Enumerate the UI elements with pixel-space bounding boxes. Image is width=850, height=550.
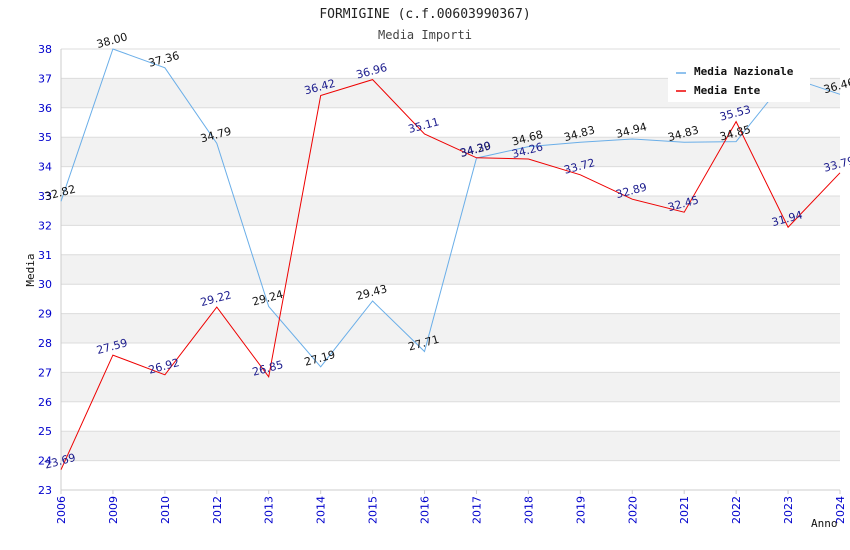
y-tick-label: 35 xyxy=(38,131,52,144)
x-tick-label: 2022 xyxy=(730,496,743,524)
data-label-media-nazionale: 38.00 xyxy=(95,30,129,51)
plot-band xyxy=(61,196,840,226)
plot-band xyxy=(61,313,840,343)
y-tick-label: 28 xyxy=(38,337,52,350)
plot-band xyxy=(61,284,840,314)
y-tick-label: 36 xyxy=(38,102,52,115)
x-tick-label: 2023 xyxy=(782,496,795,524)
plot-band xyxy=(61,254,840,285)
plot-band xyxy=(61,343,840,373)
y-tick-label: 31 xyxy=(38,249,52,262)
legend-label-media-ente: Media Ente xyxy=(694,84,761,97)
y-axis-label: Media xyxy=(24,253,37,286)
y-tick-label: 34 xyxy=(38,161,52,174)
x-axis-label: Anno xyxy=(811,517,838,530)
chart-title: FORMIGINE (c.f.00603990367) xyxy=(319,7,530,22)
y-tick-label: 32 xyxy=(38,219,52,232)
y-tick-label: 27 xyxy=(38,366,52,379)
plot-band xyxy=(61,107,840,138)
legend: Media Nazionale Media Ente xyxy=(668,60,810,102)
y-tick-label: 30 xyxy=(38,278,52,291)
plot-band xyxy=(61,225,840,255)
plot-band xyxy=(61,460,840,490)
legend-label-media-nazionale: Media Nazionale xyxy=(694,65,794,78)
x-tick-label: 2024 xyxy=(834,496,847,524)
plot-background-bands xyxy=(61,49,840,490)
chart-subtitle: Media Importi xyxy=(378,28,472,42)
plot-band xyxy=(61,166,840,196)
y-tick-label: 29 xyxy=(38,308,52,321)
x-tick-label: 2018 xyxy=(522,496,535,524)
x-tick-label: 2017 xyxy=(470,496,483,524)
x-tick-label: 2016 xyxy=(419,496,432,524)
y-tick-label: 25 xyxy=(38,425,52,438)
plot-band xyxy=(61,401,840,432)
series-line-media-ente xyxy=(60,79,841,470)
x-tick-label: 2012 xyxy=(211,496,224,524)
series-line-media-nazionale xyxy=(60,48,841,368)
x-tick-label: 2013 xyxy=(263,496,276,524)
legend-box xyxy=(668,60,810,102)
x-tick-label: 2006 xyxy=(55,496,68,524)
x-tick-label: 2021 xyxy=(678,496,691,524)
x-tick-label: 2009 xyxy=(107,496,120,524)
y-tick-label: 33 xyxy=(38,190,52,203)
y-tick-label: 24 xyxy=(38,455,52,468)
plot-band xyxy=(61,372,840,402)
plot-band xyxy=(61,431,840,461)
y-tick-label: 26 xyxy=(38,396,52,409)
y-axis-ticks: 23 24 25 26 27 28 29 30 31 32 33 34 35 36 37 38 xyxy=(38,43,52,497)
x-tick-label: 2015 xyxy=(367,496,380,524)
x-tick-label: 2019 xyxy=(574,496,587,524)
series-lines xyxy=(60,48,841,470)
y-tick-label: 38 xyxy=(38,43,52,56)
x-tick-label: 2010 xyxy=(159,496,172,524)
x-axis-ticks: 2006 2009 2010 2012 2013 2014 2015 2016 2017 2018… xyxy=(55,490,847,524)
y-tick-label: 37 xyxy=(38,72,52,85)
x-tick-label: 2020 xyxy=(626,496,639,524)
x-tick-label: 2014 xyxy=(315,496,328,524)
y-tick-label: 23 xyxy=(38,484,52,497)
